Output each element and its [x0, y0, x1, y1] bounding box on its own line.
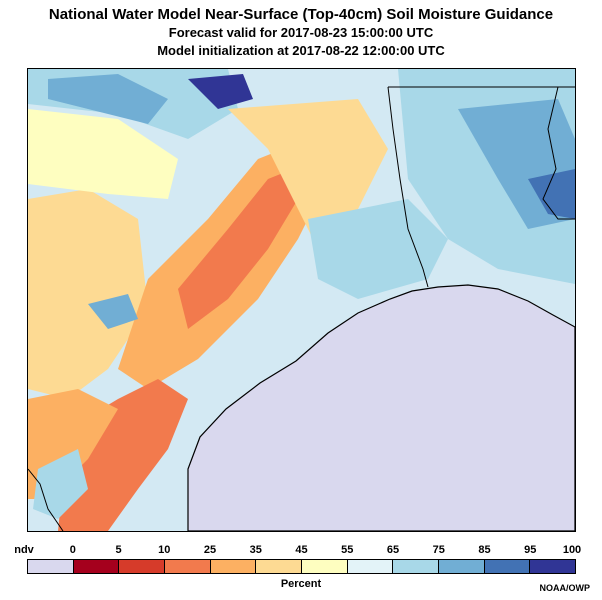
northwest-band — [48, 74, 168, 124]
legend-swatch — [302, 560, 348, 573]
gulf-of-mexico — [187, 284, 575, 531]
legend-swatch — [530, 560, 576, 573]
map-title: National Water Model Near-Surface (Top-4… — [48, 6, 554, 23]
legend-tick-label: ndv — [14, 544, 34, 556]
state-boundary-tx-la — [387, 86, 429, 288]
legend-title: Percent — [280, 578, 322, 590]
north-dark-blue — [188, 74, 253, 109]
soil-moisture-map — [27, 68, 576, 532]
southwest-wet-spot — [33, 449, 88, 519]
legend-swatch — [256, 560, 303, 573]
legend-labels: ndv 0 5 10 25 35 45 55 65 75 85 95 100 — [0, 544, 602, 558]
legend-tick-label: 25 — [203, 544, 217, 556]
southeast-texas-wet — [308, 199, 448, 299]
legend-tick-label: 45 — [295, 544, 308, 556]
legend-color-bar — [27, 559, 576, 574]
legend-tick-label: 65 — [386, 544, 400, 556]
credit-text: NOAA/OWP — [539, 583, 591, 593]
state-boundary-ms-river — [542, 86, 575, 220]
model-initialization-time: Model initialization at 2017-08-22 12:00… — [157, 43, 445, 58]
legend-swatch — [28, 560, 74, 573]
legend-swatch — [73, 560, 120, 573]
west-pale-zone — [28, 109, 178, 199]
legend-swatch — [210, 560, 257, 573]
legend-tick-label: 10 — [158, 544, 171, 556]
title-block: National Water Model Near-Surface (Top-4… — [0, 6, 602, 60]
rio-grande-boundary — [28, 468, 64, 531]
legend-tick-label: 95 — [524, 544, 537, 556]
legend-tick-label: 35 — [249, 544, 262, 556]
central-red-band — [178, 169, 298, 329]
legend-tick-label: 75 — [432, 544, 445, 556]
legend-tick-label: 0 — [69, 544, 76, 556]
legend-swatch — [393, 560, 440, 573]
map-canvas — [28, 69, 575, 531]
legend-swatch — [347, 560, 394, 573]
legend-swatch — [165, 560, 211, 573]
legend-swatch — [119, 560, 166, 573]
legend-tick-label: 55 — [341, 544, 354, 556]
legend-swatch — [439, 560, 485, 573]
louisiana-coast-blue — [528, 169, 575, 219]
forecast-valid-time: Forecast valid for 2017-08-23 15:00:00 U… — [168, 25, 434, 40]
west-dry-zone — [28, 189, 148, 399]
legend-swatch — [484, 560, 531, 573]
legend-tick-label: 100 — [562, 544, 582, 556]
legend-tick-label: 85 — [478, 544, 491, 556]
legend-tick-label: 5 — [115, 544, 122, 556]
midcoast-wet-spot — [88, 294, 138, 329]
